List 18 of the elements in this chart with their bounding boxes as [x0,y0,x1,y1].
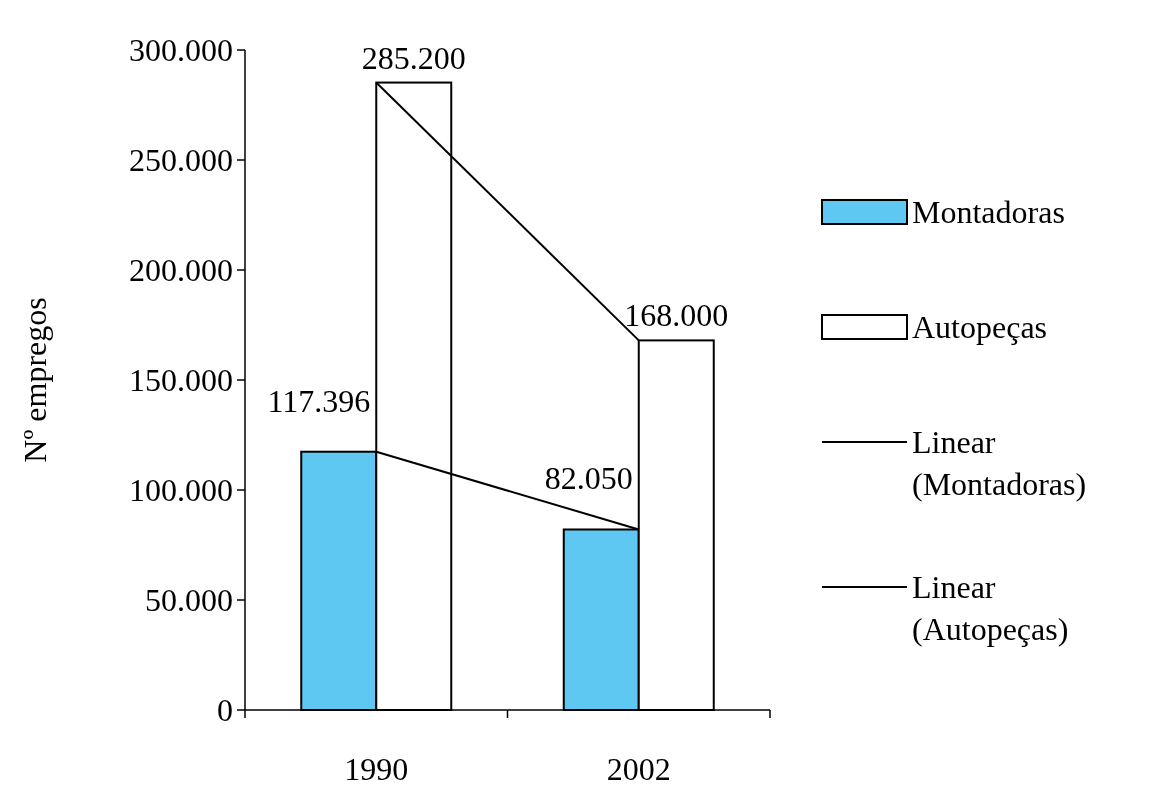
legend-label: Montadoras [912,194,1065,230]
y-tick-label: 0 [217,692,233,729]
data-label: 117.396 [267,382,371,419]
y-tick-label: 200.000 [129,252,233,289]
data-label: 168.000 [624,297,729,334]
data-label: 285.200 [361,39,466,76]
y-tick-label: 100.000 [129,472,233,509]
data-label: 82.050 [544,460,633,497]
x-tick-label: 1990 [344,751,409,787]
x-tick-label: 2002 [606,751,671,787]
y-tick-label: 50.000 [145,582,233,619]
y-axis-title: Nº empregos [17,297,53,463]
legend-label: Autopeças [912,309,1048,345]
y-tick-label: 250.000 [129,142,233,179]
legend-label: Linear (Autopeças) [912,569,1069,647]
y-tick-label: 300.000 [129,32,233,69]
legend-label: Linear (Montadoras) [912,424,1087,502]
y-tick-label: 150.000 [129,362,233,399]
